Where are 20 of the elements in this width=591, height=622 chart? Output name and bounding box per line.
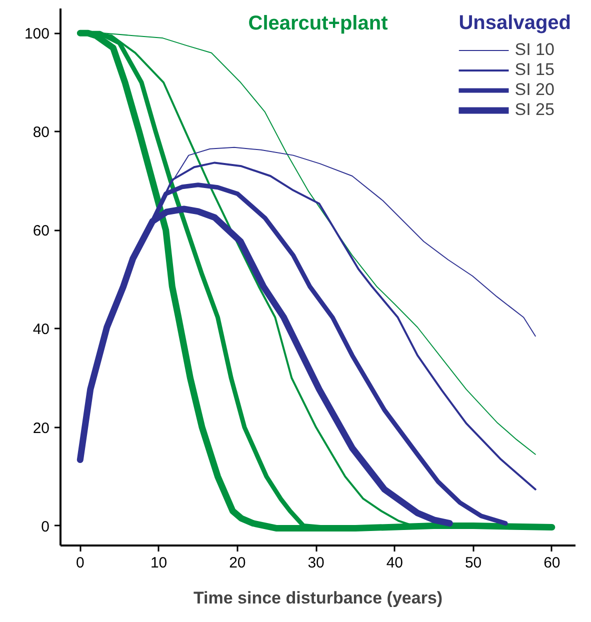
y-tick-label: 0 [41,518,50,536]
annotation: Clearcut+plant [248,12,388,34]
legend-title: Unsalvaged [458,12,571,35]
x-tick-label: 60 [544,554,560,572]
legend-label: SI 25 [514,100,554,120]
x-tick-label: 20 [229,554,246,572]
x-tick-label: 40 [386,554,404,572]
legend-label: SI 10 [514,40,554,60]
legend-label: SI 20 [514,80,554,100]
y-tick-label: 80 [32,124,50,142]
y-tick-label: 100 [24,26,50,43]
x-axis-title: Time since disturbance (years) [193,588,443,608]
x-tick-label: 50 [464,554,482,572]
y-tick-label: 60 [32,222,50,240]
x-tick-label: 0 [76,554,84,572]
y-tick-label: 40 [32,321,50,338]
x-tick-label: 10 [150,554,168,572]
y-tick-label: 20 [32,420,50,437]
legend-label: SI 15 [514,60,554,80]
x-tick-label: 30 [308,554,324,572]
